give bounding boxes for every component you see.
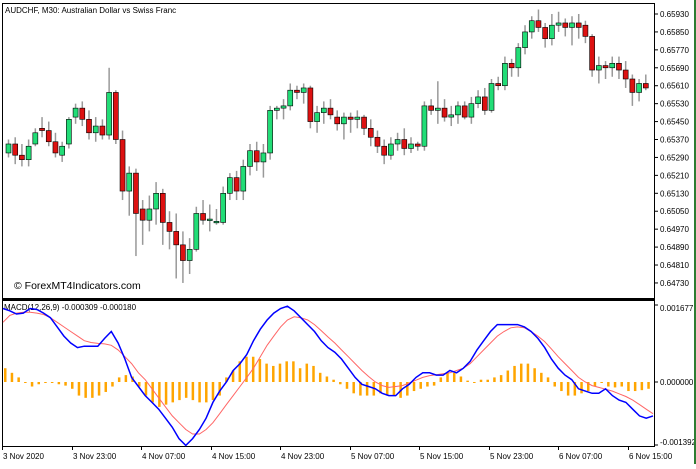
- time-tick-label: 5 Nov 23:00: [490, 452, 534, 461]
- time-tick-label: 4 Nov 23:00: [281, 452, 325, 461]
- price-tick-label: 0.65290: [660, 153, 689, 162]
- window-edge: [694, 0, 696, 464]
- price-tick-label: 0.65130: [660, 189, 689, 198]
- macd-label: MACD(12,26,9) -0.000309 -0.000180: [4, 303, 137, 312]
- macd-tick-label: 0.001677: [660, 304, 694, 313]
- price-tick-label: 0.65610: [660, 82, 689, 91]
- price-tick-label: 0.64970: [660, 225, 689, 234]
- price-tick-label: 0.65450: [660, 118, 689, 127]
- price-tick-label: 0.65690: [660, 64, 689, 73]
- price-tick-label: 0.65770: [660, 46, 689, 55]
- price-tick-label: 0.65370: [660, 136, 689, 145]
- time-tick-label: 5 Nov 15:00: [420, 452, 464, 461]
- macd-main-line: [2, 305, 654, 447]
- macd-tick-label: 0.000000: [660, 378, 694, 387]
- candlestick-series: [5, 9, 649, 283]
- price-tick-label: 0.65050: [660, 207, 689, 216]
- time-tick-label: 5 Nov 07:00: [351, 452, 395, 461]
- price-tick-label: 0.64810: [660, 261, 689, 270]
- watermark: © ForexMT4Indicators.com: [14, 280, 141, 292]
- time-tick-label: 6 Nov 15:00: [629, 452, 673, 461]
- price-tick-label: 0.65210: [660, 171, 689, 180]
- time-tick-label: 3 Nov 2020: [3, 452, 44, 461]
- macd-pane-frame: [2, 300, 655, 447]
- price-tick-label: 0.64730: [660, 279, 689, 288]
- price-axis: 0.65930 0.65850 0.65770 0.65690 0.65610 0.655…: [655, 10, 689, 288]
- chart-title: AUDCHF, M30: Australian Dollar vs Swiss …: [5, 6, 176, 15]
- price-tick-label: 0.65530: [660, 100, 689, 109]
- time-tick-label: 4 Nov 15:00: [212, 452, 256, 461]
- time-axis: 3 Nov 2020 3 Nov 23:00 4 Nov 07:00 4 Nov 15…: [2, 446, 673, 461]
- time-tick-label: 3 Nov 23:00: [73, 452, 117, 461]
- macd-signal-line: [2, 311, 654, 435]
- price-tick-label: 0.64890: [660, 243, 689, 252]
- macd-tick-label: -0.001392: [660, 438, 696, 447]
- time-tick-label: 4 Nov 07:00: [142, 452, 186, 461]
- time-tick-label: 6 Nov 07:00: [559, 452, 603, 461]
- price-pane-frame: [2, 3, 655, 299]
- macd-axis: 0.001677 0.000000 -0.001392: [655, 304, 696, 447]
- price-tick-label: 0.65930: [660, 10, 689, 19]
- price-tick-label: 0.65850: [660, 28, 689, 37]
